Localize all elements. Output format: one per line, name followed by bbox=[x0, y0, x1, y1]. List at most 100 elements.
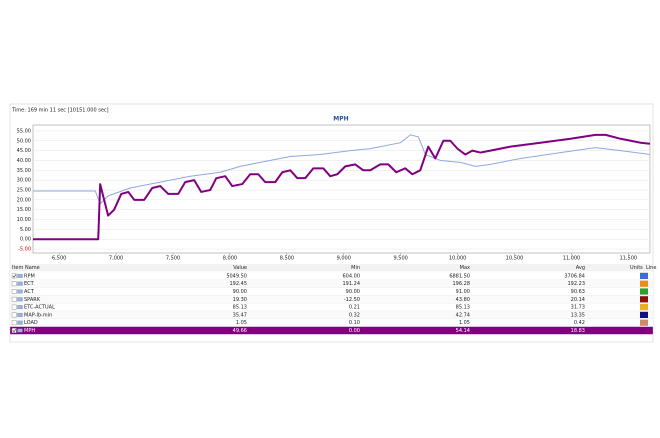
y-tick-label: 10.00 bbox=[17, 217, 31, 223]
time-label: Time: 169 min 11 sec [10151.000 sec] bbox=[11, 108, 109, 114]
cell: 13.35 bbox=[571, 312, 585, 318]
line-series bbox=[33, 133, 651, 241]
cell: 35.47 bbox=[233, 312, 247, 318]
cell: MAP-lb-min bbox=[24, 312, 52, 318]
cell: 6881.50 bbox=[449, 273, 470, 279]
cell: ECT bbox=[24, 281, 35, 287]
cell: 19.30 bbox=[233, 297, 247, 303]
cell: 5049.50 bbox=[226, 273, 247, 279]
checkmark bbox=[12, 274, 17, 278]
line-color bbox=[640, 304, 648, 311]
checkbox bbox=[11, 312, 17, 318]
x-tick-label: 8,000 bbox=[223, 256, 237, 262]
cell: 0.21 bbox=[349, 305, 360, 311]
checkbox bbox=[11, 296, 17, 302]
item-icon bbox=[17, 289, 23, 294]
item-icon bbox=[17, 281, 23, 286]
cell: 0.00 bbox=[349, 328, 360, 334]
cell: 191.24 bbox=[343, 281, 361, 287]
cell: 85.13 bbox=[233, 305, 247, 311]
x-tick-label: 7,000 bbox=[109, 256, 123, 262]
checkbox bbox=[11, 273, 17, 279]
checkbox bbox=[11, 304, 17, 310]
cell: 192.45 bbox=[230, 281, 248, 287]
line-color bbox=[640, 319, 648, 326]
y-tick-label: 35.00 bbox=[17, 168, 31, 174]
line-color bbox=[640, 280, 648, 287]
column-header: Units bbox=[630, 265, 643, 271]
plot-frame bbox=[32, 124, 651, 254]
column-header: Min bbox=[351, 265, 360, 271]
row-bg bbox=[9, 318, 654, 327]
cell: 192.23 bbox=[568, 281, 586, 287]
x-tick-label: 6,500 bbox=[52, 256, 66, 262]
cell: 54.14 bbox=[456, 328, 470, 334]
line-color bbox=[640, 272, 648, 279]
line-color bbox=[640, 327, 648, 334]
cell: MPH bbox=[24, 328, 35, 334]
checkmark bbox=[12, 328, 17, 333]
row-bg bbox=[9, 303, 654, 312]
x-tick-label: 7,500 bbox=[166, 256, 180, 262]
x-tick-label: 8,500 bbox=[280, 256, 294, 262]
cell: 90.00 bbox=[346, 289, 360, 295]
column-header: Max bbox=[460, 265, 470, 271]
cell: -12.50 bbox=[344, 297, 360, 303]
x-tick-label: 10,000 bbox=[449, 256, 467, 262]
cell: ACT bbox=[24, 289, 35, 295]
y-tick-label: 30.00 bbox=[17, 178, 31, 184]
y-tick-label: 15.00 bbox=[17, 207, 31, 213]
cell: 0.10 bbox=[349, 320, 360, 326]
y-tick-label: 55.00 bbox=[17, 128, 31, 134]
line-color bbox=[640, 311, 648, 318]
cell: 604.00 bbox=[343, 273, 361, 279]
x-tick-label: 11,500 bbox=[620, 256, 638, 262]
checkbox bbox=[11, 289, 17, 294]
y-tick-label: 0.00 bbox=[20, 237, 31, 243]
cell: 43.80 bbox=[456, 297, 470, 303]
cell: 1.05 bbox=[459, 320, 470, 326]
cell: 85.13 bbox=[456, 305, 470, 311]
y-tick-label: 20.00 bbox=[17, 197, 31, 203]
item-icon bbox=[17, 312, 23, 317]
checkbox bbox=[11, 328, 17, 333]
row-bg bbox=[9, 271, 654, 280]
cell: 42.74 bbox=[456, 312, 470, 318]
cell: 1.05 bbox=[236, 320, 247, 326]
y-tick-label: -5.00 bbox=[18, 247, 31, 253]
cell: ETC-ACTUAL bbox=[24, 305, 55, 311]
checkbox bbox=[11, 320, 17, 326]
y-tick-label: 45.00 bbox=[17, 148, 31, 154]
column-header: Value bbox=[233, 265, 247, 271]
row-bg bbox=[9, 295, 654, 304]
item-icon bbox=[17, 273, 23, 278]
y-tick-label: 40.00 bbox=[17, 158, 31, 164]
cell: LOAD bbox=[24, 320, 38, 326]
chart-title: MPH bbox=[333, 116, 348, 123]
line-color bbox=[640, 296, 648, 303]
item-icon bbox=[17, 328, 23, 333]
cell: 3706.84 bbox=[564, 273, 585, 279]
cell: 196.28 bbox=[453, 281, 471, 287]
line-color bbox=[640, 288, 648, 295]
cell: SPARK bbox=[24, 297, 41, 303]
cell: 0.42 bbox=[574, 320, 585, 326]
column-header: Line bbox=[646, 265, 656, 271]
checkbox bbox=[11, 281, 17, 287]
table-header-bg bbox=[10, 264, 653, 271]
x-tick-label: 9,500 bbox=[394, 256, 408, 262]
item-icon bbox=[17, 305, 23, 310]
row-bg bbox=[9, 279, 654, 288]
y-tick-label: 5.00 bbox=[20, 227, 31, 233]
item-icon bbox=[17, 297, 23, 302]
x-tick-label: 11,000 bbox=[563, 256, 581, 262]
x-tick-label: 10,500 bbox=[506, 256, 524, 262]
item-icon bbox=[17, 320, 23, 325]
x-tick-label: 9,000 bbox=[337, 256, 351, 262]
line-series bbox=[33, 134, 651, 205]
row-bg bbox=[9, 287, 654, 296]
cell: 20.14 bbox=[571, 297, 585, 303]
cell: 90.00 bbox=[233, 289, 247, 295]
row-bg bbox=[9, 310, 654, 319]
